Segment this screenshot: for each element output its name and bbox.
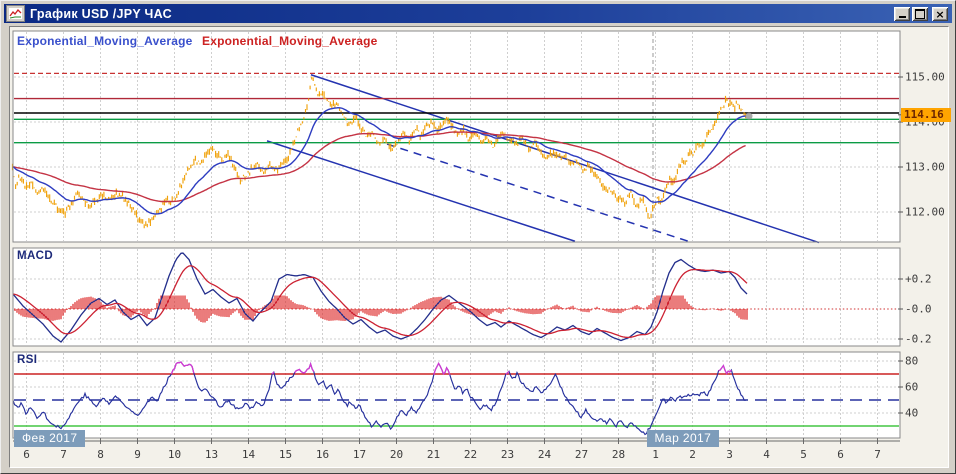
- month-badge-feb: Фев 2017: [14, 430, 86, 447]
- day-label: 28: [611, 448, 626, 461]
- day-label: 8: [97, 448, 104, 461]
- macd-tick-label: +0.2: [905, 272, 932, 286]
- legend-ema-fast: Exponential_Moving_Average: [17, 34, 193, 48]
- month-badge-mar: Мар 2017: [646, 430, 720, 447]
- macd-tick-label: -0.2: [905, 332, 932, 346]
- day-label: 20: [389, 448, 404, 461]
- day-label: 3: [726, 448, 733, 461]
- day-label: 2: [689, 448, 696, 461]
- day-label: 4: [763, 448, 770, 461]
- rsi-tick-label: 80: [905, 354, 919, 368]
- minimize-icon: [898, 15, 906, 18]
- day-label: 7: [874, 448, 881, 461]
- maximize-button[interactable]: [912, 6, 928, 21]
- window-title: График USD /JPY ЧАС: [30, 6, 172, 21]
- chart-client-area: Exponential_Moving_Average Exponential_M…: [1, 23, 955, 473]
- day-label: 27: [574, 448, 589, 461]
- minimize-button[interactable]: [894, 6, 910, 21]
- window-controls: ×: [894, 6, 948, 21]
- day-label: 6: [23, 448, 30, 461]
- day-label: 15: [278, 448, 293, 461]
- day-label: 23: [500, 448, 515, 461]
- day-label: 14: [241, 448, 256, 461]
- day-label: 7: [60, 448, 67, 461]
- day-label: 16: [315, 448, 330, 461]
- rsi-tick-label: 40: [905, 406, 919, 420]
- day-label: 6: [837, 448, 844, 461]
- price-tick-label: 113.00: [905, 160, 945, 174]
- price-tick-label: 115.00: [905, 70, 945, 84]
- maximize-icon: [915, 8, 925, 19]
- day-label: 9: [134, 448, 141, 461]
- day-label: 22: [463, 448, 478, 461]
- macd-tick-label: -0.0: [905, 302, 932, 316]
- day-label: 24: [537, 448, 552, 461]
- current-price-badge: 114.16: [901, 107, 951, 122]
- close-button[interactable]: ×: [932, 6, 948, 21]
- rsi-tick-label: 60: [905, 380, 919, 394]
- indicator-legend: Exponential_Moving_Average Exponential_M…: [17, 34, 383, 48]
- price-tick-label: 112.00: [905, 205, 945, 219]
- macd-label: MACD: [17, 250, 54, 262]
- day-label: 10: [167, 448, 182, 461]
- title-bar[interactable]: График USD /JPY ЧАС ×: [4, 4, 952, 23]
- day-label: 5: [800, 448, 807, 461]
- day-label: 1: [652, 448, 659, 461]
- chart-icon: [6, 5, 25, 22]
- rsi-label: RSI: [17, 354, 38, 366]
- day-label: 13: [204, 448, 219, 461]
- day-label: 21: [426, 448, 441, 461]
- day-label: 17: [352, 448, 367, 461]
- close-icon: ×: [935, 7, 945, 21]
- legend-ema-slow: Exponential_Moving_Average: [202, 34, 378, 48]
